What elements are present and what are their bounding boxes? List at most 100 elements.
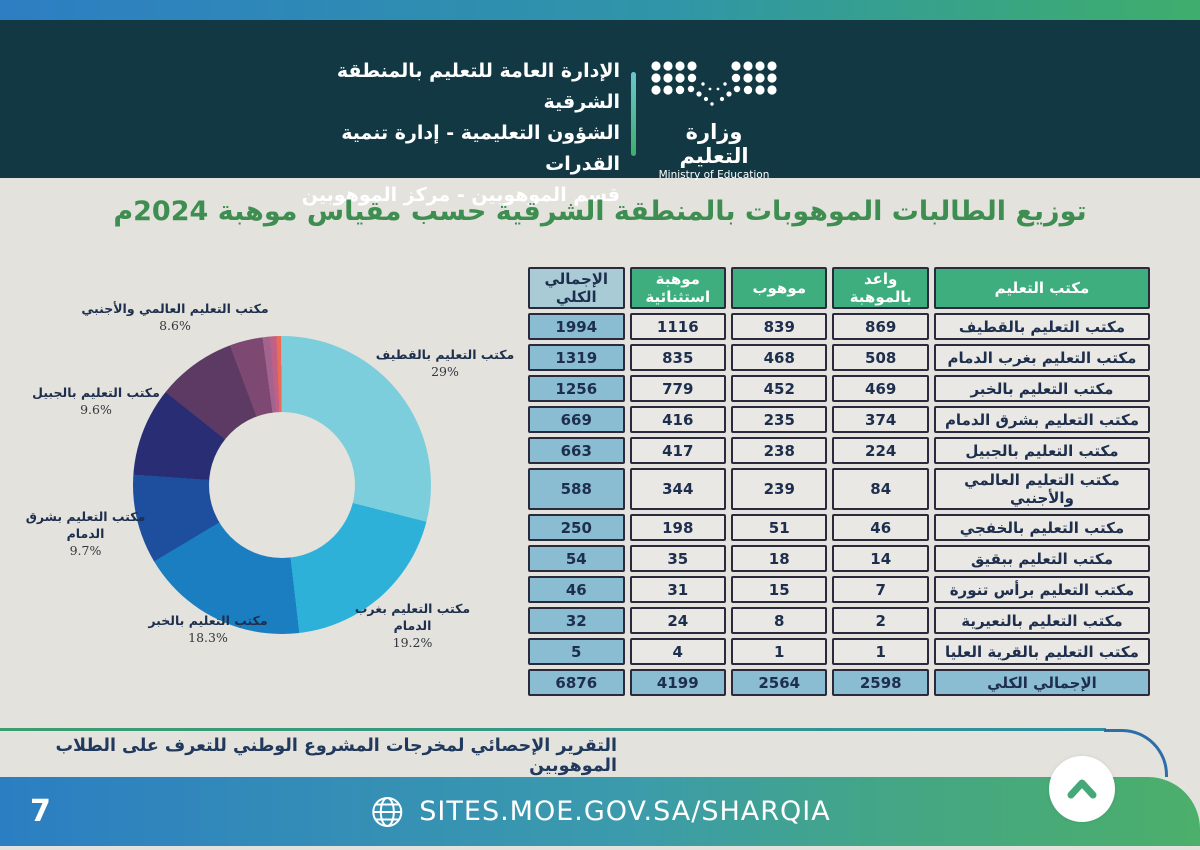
cell-gifted: 839 <box>731 313 828 340</box>
top-gradient-strip <box>0 0 1200 20</box>
cell-promising: 224 <box>832 437 929 464</box>
cell-office: مكتب التعليم بالخفجي <box>933 514 1150 541</box>
ministry-logo-dots-icon <box>651 61 777 106</box>
cell-exceptional: 417 <box>629 437 726 464</box>
department-line-2: الشؤون التعليمية - إدارة تنمية القدرات <box>341 122 620 175</box>
donut-chart: مكتب التعليم بالقطيف 29% مكتب التعليم بغ… <box>20 258 525 728</box>
chart-label-khobar: مكتب التعليم بالخبر 18.3% <box>148 613 268 645</box>
cell-total: 250 <box>528 514 625 541</box>
data-table: مكتب التعليم واعد بالموهبة موهوب موهبة ا… <box>523 263 1155 700</box>
cell-promising: 7 <box>832 576 929 603</box>
cell-office: مكتب التعليم العالمي والأجنبي <box>933 468 1150 510</box>
cell-total: 5 <box>528 638 625 665</box>
header-banner: الإدارة العامة للتعليم بالمنطقة الشرقية … <box>0 20 1200 206</box>
cell-promising: 508 <box>832 344 929 371</box>
department-line-3: قسم الموهوبين - مركز الموهوبين <box>301 184 620 206</box>
table-body: مكتب التعليم بالقطيف 869 839 1116 1994 مكتب ا… <box>528 313 1150 696</box>
bottom-bar: 7 SITES.MOE.GOV.SA/SHARQIA <box>0 777 1200 846</box>
donut-hole <box>209 412 355 558</box>
col-header-office: مكتب التعليم <box>933 267 1150 309</box>
cell-promising: 869 <box>832 313 929 340</box>
header-divider <box>631 72 636 156</box>
cell-gifted: 15 <box>731 576 828 603</box>
cell-exceptional: 4199 <box>629 669 726 696</box>
table-total-row: الإجمالي الكلي 2598 2564 4199 6876 <box>528 669 1150 696</box>
department-line-1: الإدارة العامة للتعليم بالمنطقة الشرقية <box>336 60 620 113</box>
cell-total: 6876 <box>528 669 625 696</box>
ministry-logo: وزارة التعليم Ministry of Education <box>648 58 780 182</box>
table-row: مكتب التعليم ببقيق 14 18 35 54 <box>528 545 1150 572</box>
report-statement: التقرير الإحصائي لمخرجات المشروع الوطني … <box>55 736 617 776</box>
cell-total: 1994 <box>528 313 625 340</box>
cell-gifted: 452 <box>731 375 828 402</box>
cell-office: مكتب التعليم برأس تنورة <box>933 576 1150 603</box>
cell-exceptional: 31 <box>629 576 726 603</box>
cell-total: 669 <box>528 406 625 433</box>
cell-office: مكتب التعليم بشرق الدمام <box>933 406 1150 433</box>
cell-promising: 2598 <box>832 669 929 696</box>
table-row: مكتب التعليم العالمي والأجنبي 84 239 344 588 <box>528 468 1150 510</box>
page-title: توزيع الطالبات الموهوبات بالمنطقة الشرقي… <box>113 196 1087 227</box>
cell-office: مكتب التعليم بالخبر <box>933 375 1150 402</box>
chart-label-international: مكتب التعليم العالمي والأجنبي 8.6% <box>81 301 269 333</box>
cell-promising: 14 <box>832 545 929 572</box>
cell-gifted: 238 <box>731 437 828 464</box>
cell-total: 54 <box>528 545 625 572</box>
cell-promising: 2 <box>832 607 929 634</box>
ministry-logo-title: وزارة التعليم <box>679 120 749 168</box>
cell-promising: 469 <box>832 375 929 402</box>
cell-gifted: 51 <box>731 514 828 541</box>
cell-promising: 46 <box>832 514 929 541</box>
col-header-promising: واعد بالموهبة <box>832 267 929 309</box>
department-title: الإدارة العامة للتعليم بالمنطقة الشرقية … <box>280 56 620 211</box>
cell-total: 663 <box>528 437 625 464</box>
cell-office: مكتب التعليم بغرب الدمام <box>933 344 1150 371</box>
cell-promising: 84 <box>832 468 929 510</box>
cell-exceptional: 835 <box>629 344 726 371</box>
cell-gifted: 1 <box>731 638 828 665</box>
site-url-text: SITES.MOE.GOV.SA/SHARQIA <box>419 796 831 827</box>
cell-exceptional: 35 <box>629 545 726 572</box>
table-row: مكتب التعليم بالخفجي 46 51 198 250 <box>528 514 1150 541</box>
cell-total: 588 <box>528 468 625 510</box>
table-row: مكتب التعليم بغرب الدمام 508 468 835 1319 <box>528 344 1150 371</box>
scroll-top-button[interactable] <box>1049 756 1115 822</box>
cell-exceptional: 1116 <box>629 313 726 340</box>
table-row: مكتب التعليم بالنعيرية 2 8 24 32 <box>528 607 1150 634</box>
cell-gifted: 468 <box>731 344 828 371</box>
cell-gifted: 239 <box>731 468 828 510</box>
cell-exceptional: 24 <box>629 607 726 634</box>
cell-gifted: 8 <box>731 607 828 634</box>
cell-total: 46 <box>528 576 625 603</box>
cell-exceptional: 198 <box>629 514 726 541</box>
chevron-up-icon <box>1067 779 1097 799</box>
chart-label-qatif: مكتب التعليم بالقطيف 29% <box>375 347 515 379</box>
table-row: مكتب التعليم بالقطيف 869 839 1116 1994 <box>528 313 1150 340</box>
globe-icon <box>372 796 403 827</box>
site-url-link[interactable]: SITES.MOE.GOV.SA/SHARQIA <box>369 777 830 846</box>
footer-band-line <box>0 728 1106 731</box>
table-row: مكتب التعليم برأس تنورة 7 15 31 46 <box>528 576 1150 603</box>
ministry-logo-subtitle: Ministry of Education <box>658 169 770 181</box>
chart-label-east-dammam: مكتب التعليم بشرق الدمام 9.7% <box>25 509 146 558</box>
col-header-total: الإجمالي الكلي <box>528 267 625 309</box>
chart-label-jubail: مكتب التعليم بالجبيل 9.6% <box>32 385 160 417</box>
cell-exceptional: 779 <box>629 375 726 402</box>
footer-band-curve <box>1104 729 1168 777</box>
table-row: مكتب التعليم بالقرية العليا 1 1 4 5 <box>528 638 1150 665</box>
col-header-exceptional: موهبة استثنائية <box>629 267 726 309</box>
cell-office: مكتب التعليم بالجبيل <box>933 437 1150 464</box>
cell-exceptional: 4 <box>629 638 726 665</box>
table-row: مكتب التعليم بالجبيل 224 238 417 663 <box>528 437 1150 464</box>
cell-exceptional: 344 <box>629 468 726 510</box>
table-header-row: مكتب التعليم واعد بالموهبة موهوب موهبة ا… <box>528 267 1150 309</box>
cell-gifted: 2564 <box>731 669 828 696</box>
cell-office: مكتب التعليم بالنعيرية <box>933 607 1150 634</box>
chart-label-west-dammam: مكتب التعليم بغرب الدمام 19.2% <box>354 601 471 650</box>
cell-gifted: 18 <box>731 545 828 572</box>
cell-total: 1256 <box>528 375 625 402</box>
cell-office: مكتب التعليم ببقيق <box>933 545 1150 572</box>
table-row: مكتب التعليم بالخبر 469 452 779 1256 <box>528 375 1150 402</box>
page-number: 7 <box>30 794 51 829</box>
cell-office: الإجمالي الكلي <box>933 669 1150 696</box>
